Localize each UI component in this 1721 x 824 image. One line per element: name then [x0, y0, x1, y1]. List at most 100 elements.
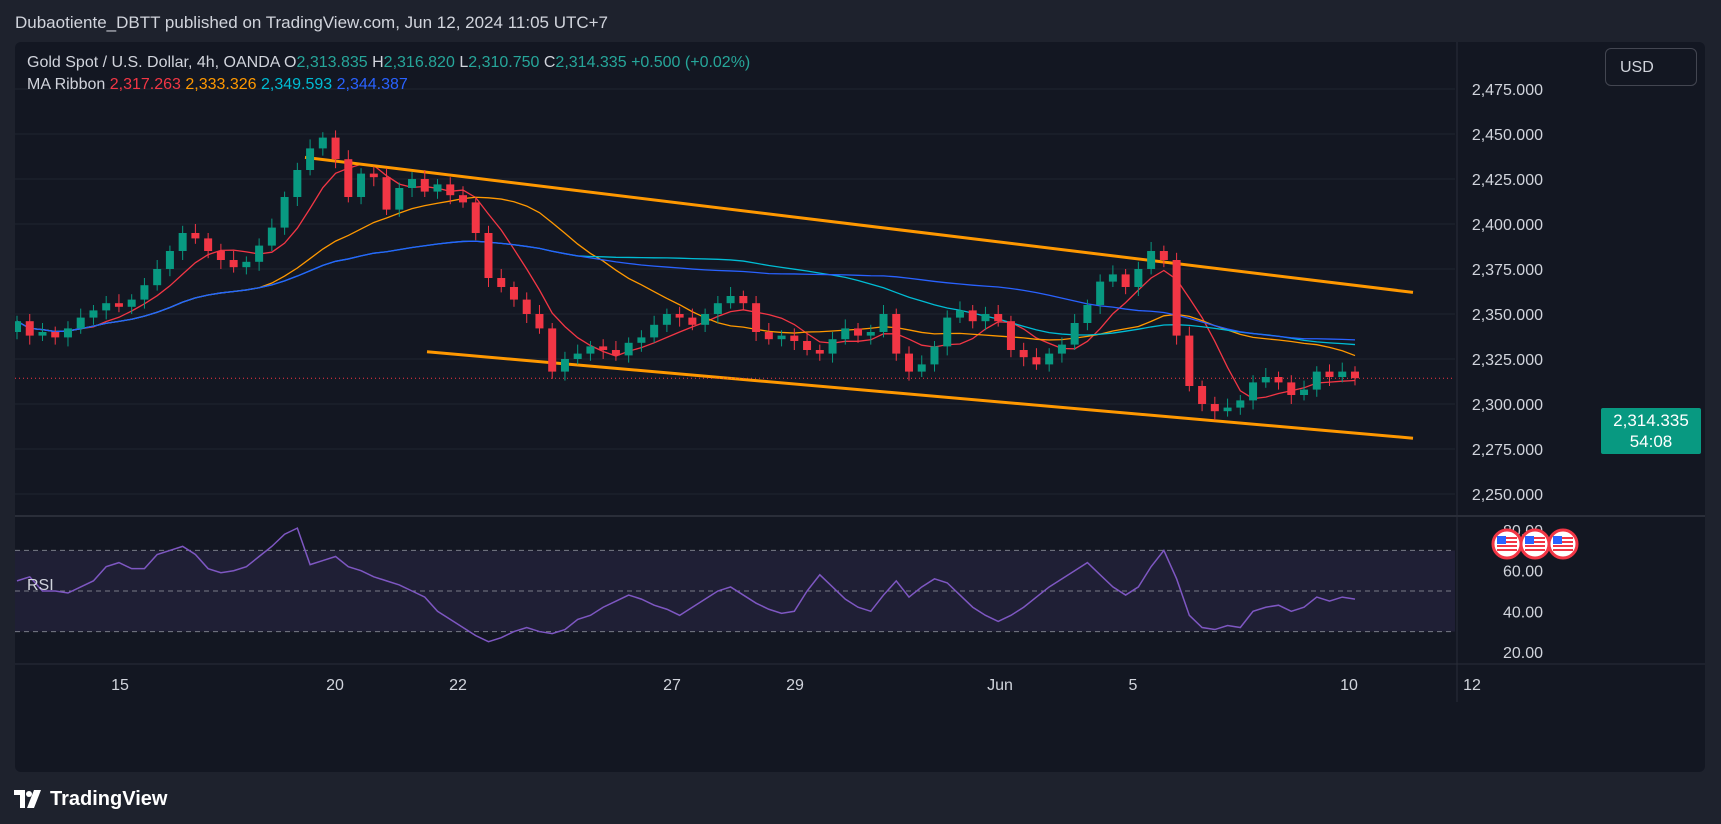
candle-body — [1083, 305, 1092, 323]
rsi-line[interactable] — [16, 527, 1356, 643]
candle-body — [420, 179, 429, 192]
bar-countdown: 54:08 — [1629, 432, 1673, 451]
candle-body — [866, 332, 875, 336]
low-value: 2,310.750 — [468, 54, 540, 71]
candle-body — [178, 233, 187, 251]
us-flag-event-icon[interactable] — [1519, 528, 1551, 560]
candle-body — [344, 159, 353, 197]
time-tick-label: 22 — [449, 677, 467, 694]
candle-body — [433, 184, 442, 192]
candle-body — [535, 314, 544, 329]
time-tick-label: 10 — [1340, 677, 1358, 694]
high-value: 2,316.820 — [383, 54, 455, 71]
rsi-label[interactable]: RSI — [27, 577, 54, 594]
candle-body — [229, 260, 238, 268]
price-tick-label: 2,450.000 — [1472, 127, 1543, 144]
candle-body — [1223, 407, 1232, 412]
footer-brand[interactable]: TradingView — [50, 787, 168, 810]
candle-body — [611, 350, 620, 356]
candle-body — [15, 321, 21, 332]
candle-body — [255, 245, 264, 262]
candle-body — [637, 337, 646, 343]
candle-body — [701, 314, 710, 325]
us-flag-event-icon[interactable] — [1491, 528, 1523, 560]
candle-body — [127, 299, 136, 307]
candle-body — [688, 317, 697, 325]
candle-body — [242, 261, 251, 268]
candle-body — [267, 227, 276, 246]
candle-body — [1312, 371, 1321, 390]
candle-body — [408, 179, 417, 188]
price-tick-label: 2,300.000 — [1472, 397, 1543, 414]
ma-ribbon-line-4[interactable] — [16, 240, 1356, 341]
candle-body — [586, 346, 595, 354]
candle-body — [1210, 404, 1219, 412]
candle-body — [1300, 389, 1309, 395]
candle-body — [1287, 382, 1296, 395]
us-flag-event-icon[interactable] — [1547, 528, 1579, 560]
price-tick-label: 2,400.000 — [1472, 217, 1543, 234]
candle-body — [114, 303, 123, 307]
candle-body — [1338, 371, 1347, 377]
candle-body — [828, 339, 837, 354]
candle-body — [165, 251, 174, 269]
low-label: L — [459, 54, 469, 71]
change-value: +0.500 (+0.02%) — [631, 54, 751, 71]
candle-body — [777, 335, 786, 340]
last-price-tag: 2,314.335 54:08 — [1601, 408, 1701, 454]
candle-body — [331, 137, 340, 160]
candle-body — [484, 233, 493, 278]
candle-body — [892, 314, 901, 354]
candle-body — [1172, 260, 1181, 336]
candle-body — [497, 278, 506, 287]
upper-channel-trendline[interactable] — [304, 155, 1414, 294]
legend: Gold Spot / U.S. Dollar, 4h, OANDA O2,31… — [27, 52, 750, 96]
time-tick-label: Jun — [987, 677, 1013, 694]
candle-body — [522, 299, 531, 314]
ma-ribbon-line-1[interactable] — [16, 163, 1356, 400]
price-tick-label: 2,475.000 — [1472, 82, 1543, 99]
candle-body — [713, 303, 722, 314]
candle-body — [1006, 321, 1015, 350]
candle-body — [1236, 400, 1245, 408]
chart-canvas[interactable]: 2,475.000 2,450.000 2,425.000 2,400.000 2,37… — [15, 42, 1705, 772]
ma1-value: 2,317.263 — [109, 76, 181, 93]
candle-body — [280, 197, 289, 228]
candle-body — [930, 346, 939, 365]
candle-body — [140, 285, 149, 300]
candle-body — [1134, 269, 1143, 287]
candle-body — [382, 177, 391, 210]
candle-body — [357, 173, 366, 197]
candle-body — [981, 314, 990, 322]
candle-body — [650, 324, 659, 338]
candle-body — [459, 195, 467, 203]
candle-body — [803, 341, 812, 350]
candle-body — [955, 310, 964, 318]
candle-body — [560, 359, 569, 372]
candle-body — [1032, 357, 1041, 365]
time-tick-label: 5 — [1129, 677, 1138, 694]
candle-body — [25, 321, 34, 336]
candle-body — [879, 314, 888, 332]
time-tick-label: 15 — [111, 677, 129, 694]
candle-body — [102, 303, 111, 311]
ma-ribbon-label[interactable]: MA Ribbon — [27, 76, 106, 93]
candle-body — [471, 202, 480, 233]
candle-body — [89, 310, 98, 318]
lower-channel-trendline[interactable] — [426, 350, 1414, 440]
candle-body — [509, 287, 518, 300]
candle-body — [1147, 251, 1156, 269]
candle-body — [726, 296, 735, 304]
candle-body — [1185, 335, 1194, 386]
candle-body — [216, 251, 225, 260]
chart-frame[interactable]: 2,475.000 2,450.000 2,425.000 2,400.000 2,37… — [15, 42, 1705, 772]
open-label: O — [284, 54, 297, 71]
open-value: 2,313.835 — [296, 54, 368, 71]
candle-body — [739, 296, 748, 304]
time-tick-label: 29 — [786, 677, 804, 694]
currency-button[interactable]: USD — [1605, 48, 1697, 86]
symbol-title[interactable]: Gold Spot / U.S. Dollar, 4h, OANDA — [27, 54, 280, 71]
candle-body — [395, 188, 404, 210]
rsi-tick-label: 40.00 — [1503, 604, 1543, 621]
price-tick-label: 2,325.000 — [1472, 352, 1543, 369]
